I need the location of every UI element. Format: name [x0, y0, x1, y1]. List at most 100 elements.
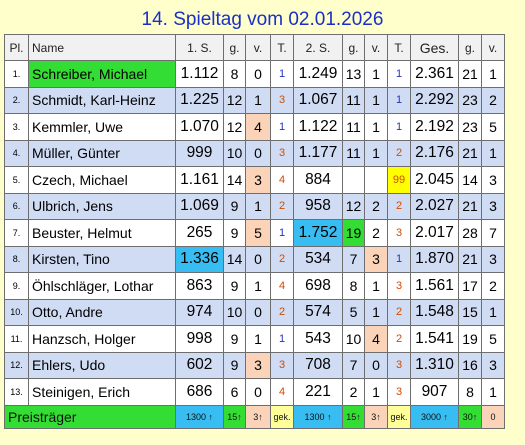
- cell-total: 2.176: [410, 139, 459, 167]
- cell-total-lost: 1: [481, 298, 505, 326]
- col-header-s1-score: 1. S.: [175, 34, 224, 61]
- cell-total: 1.561: [410, 272, 459, 300]
- cell-s1-lost: 0: [245, 298, 271, 326]
- prize-cell: 15↑: [342, 404, 365, 429]
- cell-total: 1.310: [410, 351, 459, 379]
- cell-total-won: 23: [458, 113, 482, 141]
- cell-s1-lost: 1: [245, 325, 271, 353]
- cell-name: Steinigen, Erich: [28, 378, 176, 406]
- cell-total-won: 17: [458, 272, 482, 300]
- cell-place: 1.: [4, 60, 29, 88]
- cell-s2-table: 2: [387, 325, 411, 353]
- cell-name: Czech, Michael: [28, 166, 176, 194]
- cell-total-won: 15: [458, 298, 482, 326]
- prize-cell: 15↑: [223, 404, 246, 429]
- cell-place: 8.: [4, 245, 29, 273]
- prize-cell: gek.: [387, 404, 411, 429]
- page-title: 14. Spieltag vom 02.01.2026: [141, 9, 384, 30]
- cell-s1-won: 8: [223, 60, 246, 88]
- cell-s1-score: 999: [175, 139, 224, 167]
- cell-total: 1.548: [410, 298, 459, 326]
- cell-total-lost: 2: [481, 86, 505, 114]
- col-header-s2-score: 2. S.: [293, 34, 343, 61]
- prize-cell: 3000 ↑: [410, 404, 459, 429]
- cell-s2-won: 12: [342, 192, 365, 220]
- cell-s1-lost: 0: [245, 378, 271, 406]
- cell-s2-won: 10: [342, 325, 365, 353]
- cell-s2-score: 574: [293, 298, 343, 326]
- cell-s2-table: 2: [387, 298, 411, 326]
- cell-s1-score: 1.336: [175, 245, 224, 273]
- cell-s2-lost: 1: [364, 378, 388, 406]
- cell-name: Beuster, Helmut: [28, 219, 176, 247]
- cell-total: 2.045: [410, 166, 459, 194]
- col-header-s2-won: g.: [342, 34, 365, 61]
- cell-s2-score: 708: [293, 351, 343, 379]
- cell-s2-score: 1.067: [293, 86, 343, 114]
- cell-s2-won: 7: [342, 351, 365, 379]
- col-header-s2-table: T.: [387, 34, 411, 61]
- cell-s2-lost: 1: [364, 272, 388, 300]
- cell-place: 12.: [4, 351, 29, 379]
- cell-name: Ulbrich, Jens: [28, 192, 176, 220]
- table-row: 7. Beuster, Helmut 265 9 5 1 1.752 19 2 3 2.017 28 7: [4, 219, 505, 247]
- cell-s2-score: 1.249: [293, 60, 343, 88]
- cell-s1-table: 3: [270, 86, 294, 114]
- table-row: 8. Kirsten, Tino 1.336 14 0 2 534 7 3 1 1.870 21 3: [4, 245, 505, 273]
- prize-cell: gek.: [270, 404, 294, 429]
- cell-place: 7.: [4, 219, 29, 247]
- cell-total-won: 16: [458, 351, 482, 379]
- cell-total: 1.870: [410, 245, 459, 273]
- cell-s1-score: 1.112: [175, 60, 224, 88]
- cell-total: 2.017: [410, 219, 459, 247]
- cell-s2-won: [342, 166, 365, 194]
- cell-s1-table: 1: [270, 219, 294, 247]
- cell-s1-lost: 1: [245, 86, 271, 114]
- col-header-s1-table: T.: [270, 34, 294, 61]
- cell-name: Otto, Andre: [28, 298, 176, 326]
- cell-name: Kirsten, Tino: [28, 245, 176, 273]
- cell-total-won: 21: [458, 139, 482, 167]
- cell-s2-score: 1.752: [293, 219, 343, 247]
- col-header-total-lost: v.: [481, 34, 505, 61]
- cell-s1-score: 974: [175, 298, 224, 326]
- cell-total: 2.027: [410, 192, 459, 220]
- cell-total: 1.541: [410, 325, 459, 353]
- cell-place: 3.: [4, 113, 29, 141]
- cell-s1-won: 12: [223, 86, 246, 114]
- cell-name: Müller, Günter: [28, 139, 176, 167]
- cell-s2-won: 11: [342, 86, 365, 114]
- cell-total-lost: 1: [481, 60, 505, 88]
- prize-cell: 3↑: [245, 404, 271, 429]
- cell-s1-score: 602: [175, 351, 224, 379]
- cell-s1-table: 1: [270, 113, 294, 141]
- cell-total-lost: 7: [481, 219, 505, 247]
- cell-total: 2.292: [410, 86, 459, 114]
- cell-name: Hanzsch, Holger: [28, 325, 176, 353]
- table-row: 4. Müller, Günter 999 10 0 3 1.177 11 1 2 2.176 21 1: [4, 139, 505, 167]
- cell-s1-score: 265: [175, 219, 224, 247]
- cell-name: Öhlschläger, Lothar: [28, 272, 176, 300]
- cell-total-won: 28: [458, 219, 482, 247]
- cell-total-won: 21: [458, 60, 482, 88]
- cell-s2-won: 2: [342, 378, 365, 406]
- cell-s1-table: 2: [270, 192, 294, 220]
- prize-cell: 3↑: [364, 404, 388, 429]
- cell-total-lost: 1: [481, 139, 505, 167]
- cell-s1-table: 4: [270, 166, 294, 194]
- cell-place: 13.: [4, 378, 29, 406]
- cell-s2-won: 5: [342, 298, 365, 326]
- table-row: 1. Schreiber, Michael 1.112 8 0 1 1.249 13 1 1 2.3…: [4, 60, 505, 88]
- cell-s1-score: 1.069: [175, 192, 224, 220]
- cell-total: 2.192: [410, 113, 459, 141]
- cell-s1-score: 1.225: [175, 86, 224, 114]
- cell-s1-lost: 3: [245, 351, 271, 379]
- cell-s2-table: 2: [387, 192, 411, 220]
- col-header-place: Pl.: [4, 34, 29, 61]
- cell-total-lost: 3: [481, 166, 505, 194]
- table-row: 10. Otto, Andre 974 10 0 2 574 5 1 2 1.548 15 1: [4, 298, 505, 326]
- cell-s2-score: 884: [293, 166, 343, 194]
- cell-s2-score: 698: [293, 272, 343, 300]
- prize-cell: 30↑: [458, 404, 482, 429]
- cell-total-lost: 5: [481, 113, 505, 141]
